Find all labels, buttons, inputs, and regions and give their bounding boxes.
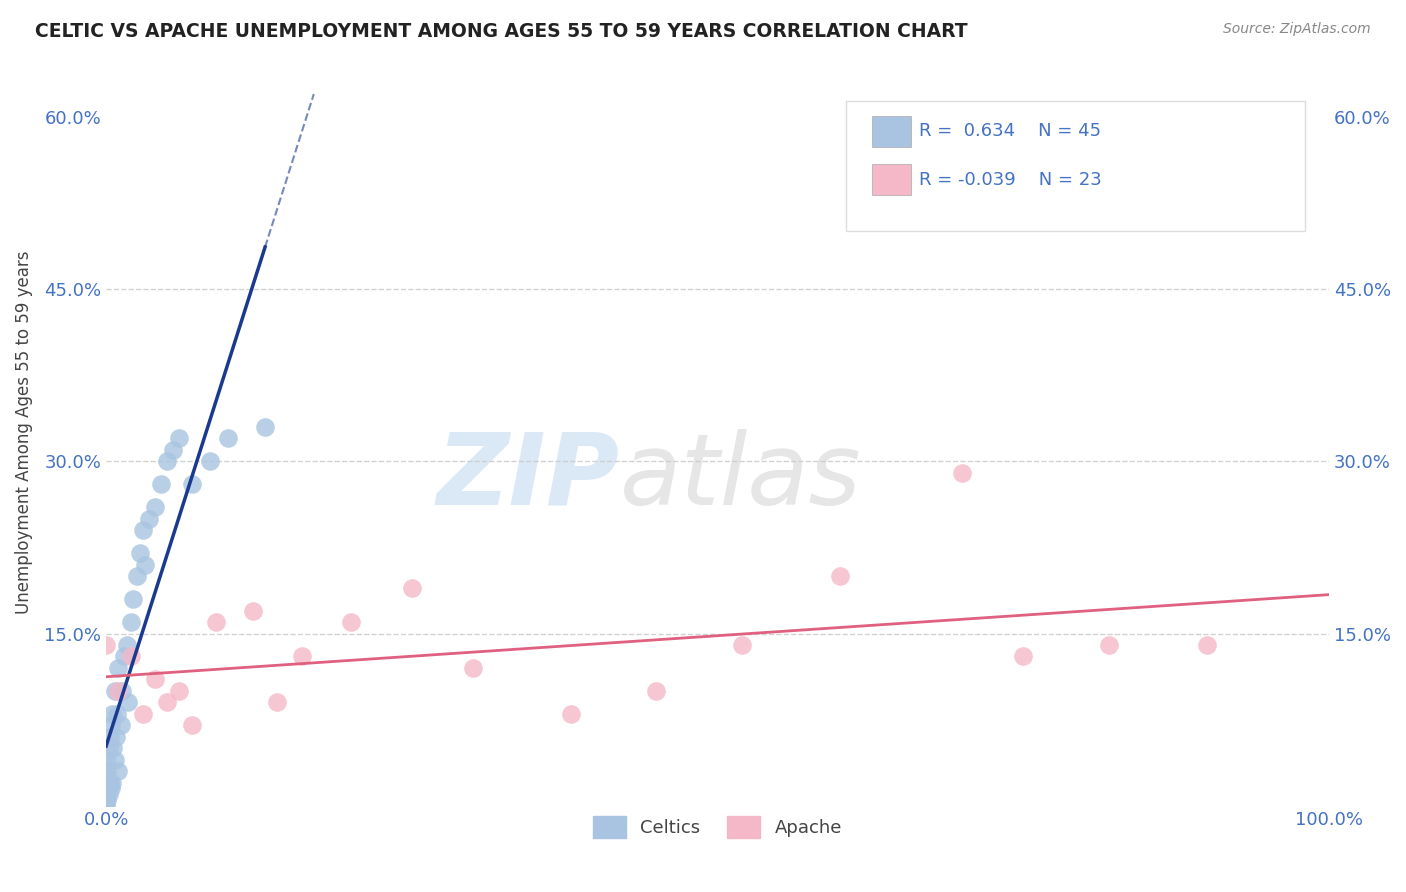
Point xyxy=(97,741,120,756)
Point xyxy=(98,776,121,790)
Point xyxy=(950,466,973,480)
Point xyxy=(94,798,117,813)
Point xyxy=(107,764,129,779)
Text: R =  0.634    N = 45: R = 0.634 N = 45 xyxy=(920,122,1101,140)
Point xyxy=(94,793,117,807)
Point xyxy=(104,753,127,767)
Point xyxy=(138,512,160,526)
Point xyxy=(103,741,125,756)
Point xyxy=(1195,638,1218,652)
Point xyxy=(94,753,117,767)
Point xyxy=(107,684,129,698)
Text: Source: ZipAtlas.com: Source: ZipAtlas.com xyxy=(1223,22,1371,37)
Point xyxy=(129,546,152,560)
Point xyxy=(291,649,314,664)
Point xyxy=(96,793,118,807)
Point xyxy=(217,431,239,445)
Point xyxy=(114,649,136,664)
Point xyxy=(266,695,288,709)
Point xyxy=(117,695,139,709)
Point xyxy=(169,684,191,698)
Point xyxy=(94,770,117,784)
Point xyxy=(156,695,179,709)
Point xyxy=(115,638,138,652)
Point xyxy=(120,615,142,629)
Point xyxy=(97,787,120,801)
Point xyxy=(101,776,124,790)
Point xyxy=(96,764,118,779)
Point xyxy=(143,673,166,687)
Text: CELTIC VS APACHE UNEMPLOYMENT AMONG AGES 55 TO 59 YEARS CORRELATION CHART: CELTIC VS APACHE UNEMPLOYMENT AMONG AGES… xyxy=(35,22,967,41)
Point xyxy=(120,649,142,664)
Point xyxy=(339,615,361,629)
Point xyxy=(1012,649,1035,664)
Point xyxy=(645,684,668,698)
Point xyxy=(98,730,121,744)
Point xyxy=(94,638,117,652)
Point xyxy=(156,454,179,468)
Point xyxy=(169,431,191,445)
Point xyxy=(1098,638,1121,652)
Point xyxy=(731,638,754,652)
Point xyxy=(94,787,117,801)
Point xyxy=(110,718,132,732)
Point xyxy=(101,706,124,721)
Point xyxy=(828,569,851,583)
Point xyxy=(162,442,184,457)
Text: ZIP: ZIP xyxy=(437,429,620,526)
FancyBboxPatch shape xyxy=(872,164,911,195)
Point xyxy=(205,615,228,629)
Point xyxy=(100,781,122,796)
Point xyxy=(150,477,173,491)
FancyBboxPatch shape xyxy=(872,116,911,147)
Point xyxy=(242,603,264,617)
Point xyxy=(94,776,117,790)
Point xyxy=(100,718,122,732)
Point xyxy=(254,420,277,434)
Point xyxy=(132,706,155,721)
Point xyxy=(132,523,155,537)
Point xyxy=(143,500,166,515)
Point xyxy=(180,477,202,491)
Point xyxy=(104,684,127,698)
Point xyxy=(560,706,582,721)
Point xyxy=(94,781,117,796)
Point xyxy=(104,730,127,744)
Point xyxy=(461,661,484,675)
Point xyxy=(105,706,128,721)
Legend: Celtics, Apache: Celtics, Apache xyxy=(586,809,849,846)
Point xyxy=(111,684,134,698)
Y-axis label: Unemployment Among Ages 55 to 59 years: Unemployment Among Ages 55 to 59 years xyxy=(15,251,32,615)
Point xyxy=(107,661,129,675)
Point xyxy=(198,454,221,468)
Point xyxy=(122,592,145,607)
Text: atlas: atlas xyxy=(620,429,862,526)
Point xyxy=(125,569,148,583)
Point xyxy=(180,718,202,732)
Text: R = -0.039    N = 23: R = -0.039 N = 23 xyxy=(920,170,1102,189)
Point xyxy=(401,581,423,595)
FancyBboxPatch shape xyxy=(846,101,1305,231)
Point xyxy=(134,558,156,572)
